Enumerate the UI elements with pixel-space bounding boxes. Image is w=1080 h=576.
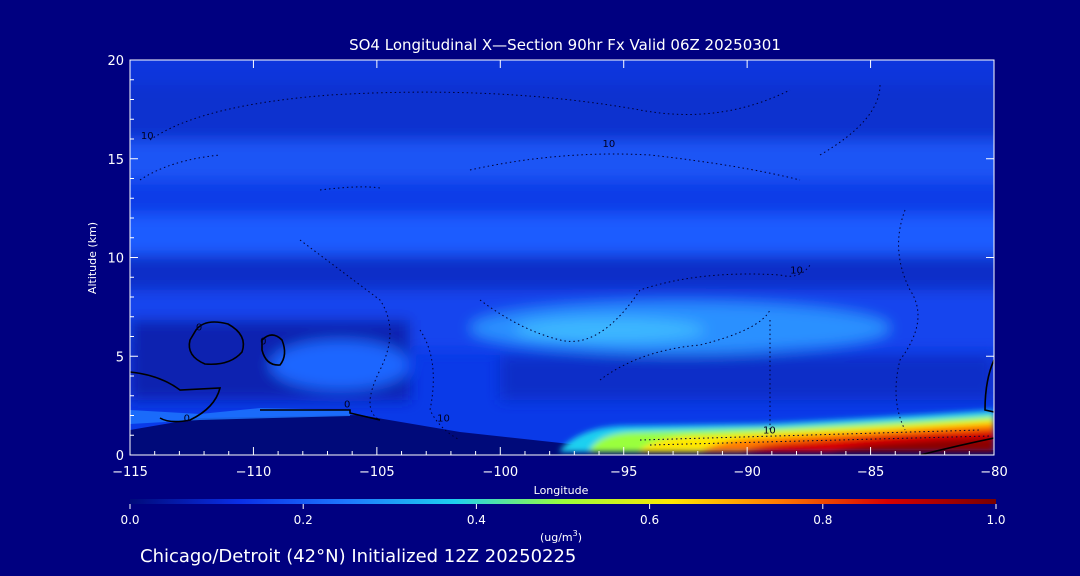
colorbar-tick-label: 0.8 xyxy=(813,513,832,527)
contour-label: 10 xyxy=(603,139,616,150)
contour-labels: 10 10 10 10 10 0 0 0 0 xyxy=(141,131,803,436)
y-tick-label: 5 xyxy=(116,350,124,365)
x-tick-label: −115 xyxy=(112,465,148,480)
contour-label: 0 xyxy=(260,336,266,347)
y-tick-label: 20 xyxy=(107,54,124,69)
solid-contours xyxy=(130,321,994,455)
x-tick-label: −95 xyxy=(610,465,637,480)
colorbar-tick-label: 0.4 xyxy=(467,513,486,527)
contour-label: 0 xyxy=(344,400,350,411)
x-tick-label: −105 xyxy=(359,465,395,480)
x-axis-label: Longitude xyxy=(534,484,589,497)
colorbar-ticks: 0.0 0.2 0.4 0.6 0.8 1.0 xyxy=(120,504,1006,527)
contour-label: 10 xyxy=(437,413,450,424)
contour-label: 0 xyxy=(196,323,202,334)
footer-caption: Chicago/Detroit (42°N) Initialized 12Z 2… xyxy=(140,546,576,567)
ground-mask xyxy=(130,415,994,455)
x-tick-label: −100 xyxy=(482,465,518,480)
colorbar-tick-label: 0.0 xyxy=(120,513,139,527)
colorbar-units-close: ) xyxy=(578,531,582,544)
dotted-contours xyxy=(139,84,991,446)
x-axis: −115 −110 −105 −100 −95 −90 −85 −80 xyxy=(112,60,1008,480)
contour-label: 10 xyxy=(141,131,154,142)
x-tick-label: −110 xyxy=(236,465,272,480)
y-axis: 0 5 10 15 20 xyxy=(107,54,994,464)
colorbar-units-label: (ug/m3) xyxy=(540,529,582,544)
colorbar-units-text: (ug/m xyxy=(540,531,573,544)
chart-title: SO4 Longitudinal X—Section 90hr Fx Valid… xyxy=(349,36,781,54)
colorbar-tick-label: 1.0 xyxy=(986,513,1005,527)
colorbar-tick-label: 0.2 xyxy=(294,513,313,527)
colorbar-units-superscript: 3 xyxy=(573,529,578,538)
x-tick-label: −80 xyxy=(980,465,1007,480)
colorbar xyxy=(130,499,996,504)
x-tick-label: −85 xyxy=(857,465,884,480)
contour-label: 10 xyxy=(790,265,803,276)
y-tick-label: 0 xyxy=(116,449,124,464)
field-bands xyxy=(130,60,994,400)
contour-label: 10 xyxy=(763,425,776,436)
y-tick-label: 10 xyxy=(107,252,124,267)
surface-plume xyxy=(560,410,994,452)
y-axis-label: Altitude (km) xyxy=(86,222,99,294)
colorbar-tick-label: 0.6 xyxy=(640,513,659,527)
concentration-field: 10 10 10 10 10 0 0 0 0 xyxy=(130,60,994,455)
x-tick-label: −90 xyxy=(733,465,760,480)
y-tick-label: 15 xyxy=(107,153,124,168)
contour-label: 0 xyxy=(184,413,190,424)
